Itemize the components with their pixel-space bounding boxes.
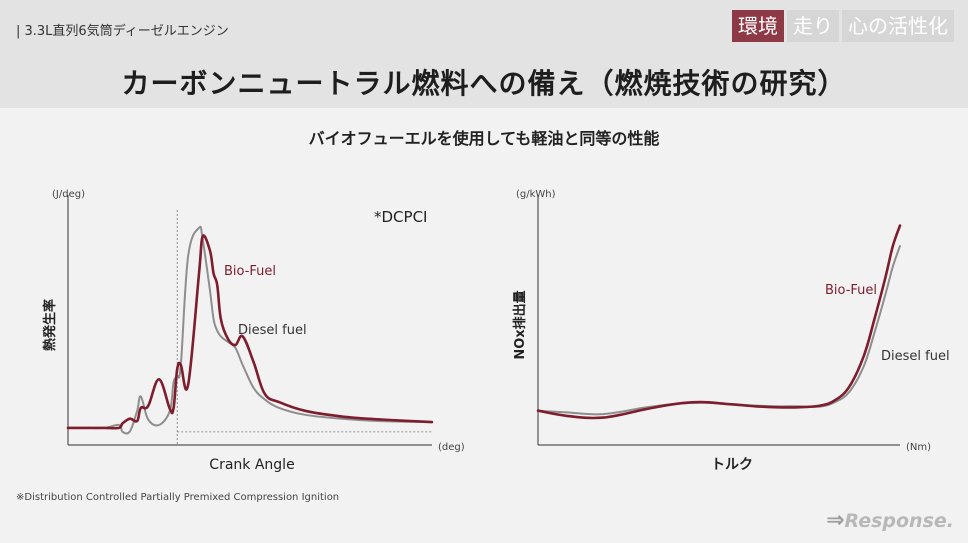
chart1-annotation: *DCPCI <box>374 208 427 226</box>
chart1-x-label: Crank Angle <box>209 457 294 473</box>
tag-driving: 走り <box>787 10 839 42</box>
tag-environment: 環境 <box>732 10 784 42</box>
response-logo-text: Response. <box>844 509 954 532</box>
chart1-series-bio-fuel <box>66 234 434 430</box>
chart2-series-diesel-fuel <box>537 245 901 416</box>
chart2-x-label: トルク <box>711 457 753 473</box>
chart2-series-label-diesel-fuel: Diesel fuel <box>881 349 950 364</box>
response-logo: ⇒ Response. <box>826 508 954 533</box>
chart2-series-label-bio-fuel: Bio-Fuel <box>825 283 877 298</box>
chart1-series-label-diesel-fuel: Diesel fuel <box>238 323 307 338</box>
category-tags: 環境 走り 心の活性化 <box>732 10 954 42</box>
chart1-y-label: 熱発生率 <box>42 299 58 351</box>
page-title: カーボンニュートラル燃料への備え（燃焼技術の研究） <box>121 67 847 100</box>
footnote: ※Distribution Controlled Partially Premi… <box>16 492 340 503</box>
breadcrumb: | 3.3L直列6気筒ディーゼルエンジン <box>16 24 229 39</box>
chart2-y-label: NOx排出量 <box>512 290 528 359</box>
page-subtitle: バイオフューエルを使用しても軽油と同等の性能 <box>308 129 660 148</box>
tag-mind: 心の活性化 <box>842 10 954 42</box>
chart1-y-unit: (J/deg) <box>52 189 85 200</box>
chart2-series-bio-fuel <box>536 224 902 420</box>
chart1-series-label-bio-fuel: Bio-Fuel <box>224 264 276 279</box>
chart1-series-diesel-fuel <box>67 225 433 435</box>
chart1-x-unit: (deg) <box>438 442 465 453</box>
chart2-x-unit: (Nm) <box>906 442 931 453</box>
response-logo-icon: ⇒ <box>826 508 845 533</box>
chart2-y-unit: (g/kWh) <box>516 189 556 200</box>
